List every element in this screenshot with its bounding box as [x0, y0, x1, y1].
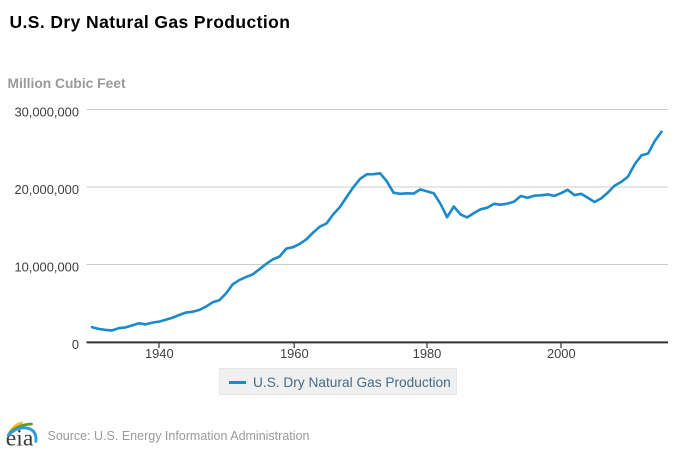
svg-text:30,000,000: 30,000,000 — [14, 105, 79, 120]
svg-text:20,000,000: 20,000,000 — [14, 182, 79, 197]
svg-text:2000: 2000 — [547, 346, 576, 361]
svg-text:10,000,000: 10,000,000 — [14, 260, 79, 275]
svg-text:1940: 1940 — [145, 346, 174, 361]
svg-text:1960: 1960 — [280, 346, 309, 361]
svg-text:0: 0 — [72, 337, 79, 352]
svg-text:1980: 1980 — [413, 346, 442, 361]
